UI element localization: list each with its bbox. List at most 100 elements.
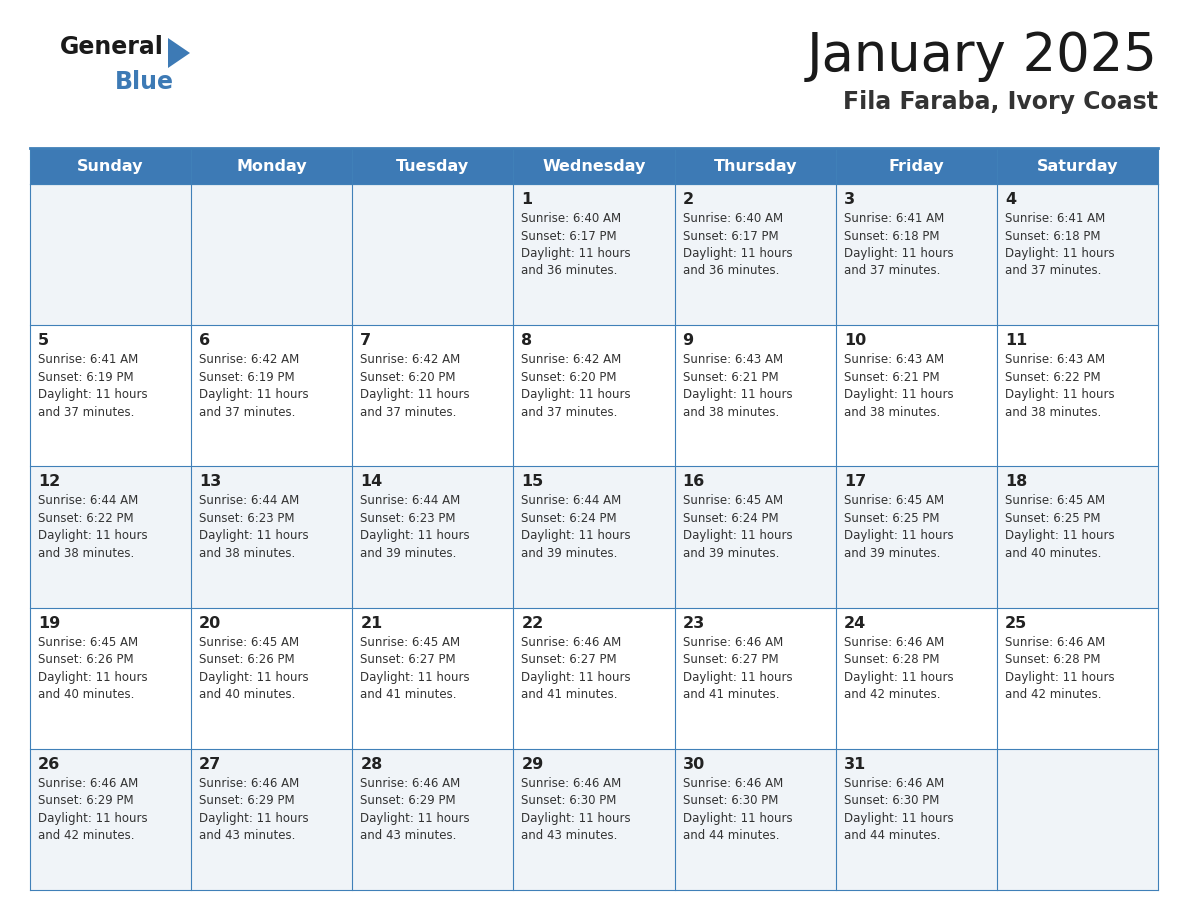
Text: Sunrise: 6:45 AM: Sunrise: 6:45 AM: [38, 635, 138, 649]
Text: Sunset: 6:19 PM: Sunset: 6:19 PM: [38, 371, 133, 384]
Text: Sunset: 6:25 PM: Sunset: 6:25 PM: [843, 512, 940, 525]
Text: Daylight: 11 hours: Daylight: 11 hours: [683, 812, 792, 824]
Text: Sunset: 6:28 PM: Sunset: 6:28 PM: [843, 653, 940, 666]
Text: and 39 minutes.: and 39 minutes.: [843, 547, 940, 560]
Text: Sunrise: 6:45 AM: Sunrise: 6:45 AM: [200, 635, 299, 649]
Text: Sunrise: 6:46 AM: Sunrise: 6:46 AM: [1005, 635, 1105, 649]
Text: Daylight: 11 hours: Daylight: 11 hours: [200, 388, 309, 401]
Text: Fila Faraba, Ivory Coast: Fila Faraba, Ivory Coast: [843, 90, 1158, 114]
Bar: [675, 184, 835, 325]
Bar: [191, 325, 353, 466]
Text: and 37 minutes.: and 37 minutes.: [360, 406, 456, 419]
Bar: [30, 608, 191, 749]
Text: 1: 1: [522, 192, 532, 207]
Text: 7: 7: [360, 333, 372, 348]
Text: and 39 minutes.: and 39 minutes.: [522, 547, 618, 560]
Bar: [835, 325, 997, 466]
Text: 12: 12: [38, 475, 61, 489]
Text: 17: 17: [843, 475, 866, 489]
Text: Sunset: 6:22 PM: Sunset: 6:22 PM: [1005, 371, 1100, 384]
Text: Sunset: 6:20 PM: Sunset: 6:20 PM: [522, 371, 617, 384]
Text: and 38 minutes.: and 38 minutes.: [38, 547, 134, 560]
Text: 30: 30: [683, 756, 704, 772]
Text: Sunday: Sunday: [77, 159, 144, 174]
Bar: [30, 749, 191, 890]
Text: and 40 minutes.: and 40 minutes.: [1005, 547, 1101, 560]
Text: Thursday: Thursday: [713, 159, 797, 174]
Text: and 43 minutes.: and 43 minutes.: [522, 829, 618, 843]
Text: 5: 5: [38, 333, 49, 348]
Bar: [513, 608, 675, 749]
Text: 25: 25: [1005, 616, 1028, 631]
Bar: [835, 184, 997, 325]
Text: 14: 14: [360, 475, 383, 489]
Bar: [675, 325, 835, 466]
Bar: [675, 466, 835, 608]
Text: Sunset: 6:26 PM: Sunset: 6:26 PM: [38, 653, 133, 666]
Text: 4: 4: [1005, 192, 1016, 207]
Text: 19: 19: [38, 616, 61, 631]
Text: Sunset: 6:28 PM: Sunset: 6:28 PM: [1005, 653, 1100, 666]
Text: Sunrise: 6:46 AM: Sunrise: 6:46 AM: [843, 635, 944, 649]
Text: and 44 minutes.: and 44 minutes.: [843, 829, 940, 843]
Text: Monday: Monday: [236, 159, 307, 174]
Bar: [30, 148, 1158, 184]
Text: and 44 minutes.: and 44 minutes.: [683, 829, 779, 843]
Text: Wednesday: Wednesday: [542, 159, 646, 174]
Bar: [835, 608, 997, 749]
Bar: [997, 325, 1158, 466]
Text: Blue: Blue: [115, 70, 173, 94]
Text: Daylight: 11 hours: Daylight: 11 hours: [360, 671, 470, 684]
Text: Sunset: 6:26 PM: Sunset: 6:26 PM: [200, 653, 295, 666]
Text: Sunset: 6:25 PM: Sunset: 6:25 PM: [1005, 512, 1100, 525]
Text: Sunset: 6:21 PM: Sunset: 6:21 PM: [843, 371, 940, 384]
Text: Sunset: 6:18 PM: Sunset: 6:18 PM: [843, 230, 940, 242]
Text: Sunrise: 6:41 AM: Sunrise: 6:41 AM: [38, 353, 138, 366]
Text: Sunset: 6:29 PM: Sunset: 6:29 PM: [360, 794, 456, 807]
Text: and 37 minutes.: and 37 minutes.: [843, 264, 940, 277]
Text: and 38 minutes.: and 38 minutes.: [1005, 406, 1101, 419]
Text: Sunset: 6:22 PM: Sunset: 6:22 PM: [38, 512, 133, 525]
Text: and 39 minutes.: and 39 minutes.: [360, 547, 456, 560]
Text: Sunrise: 6:44 AM: Sunrise: 6:44 AM: [38, 495, 138, 508]
Text: Sunrise: 6:41 AM: Sunrise: 6:41 AM: [1005, 212, 1105, 225]
Text: Tuesday: Tuesday: [397, 159, 469, 174]
Text: General: General: [61, 35, 164, 59]
Text: and 41 minutes.: and 41 minutes.: [360, 688, 456, 701]
Bar: [353, 184, 513, 325]
Text: Sunrise: 6:46 AM: Sunrise: 6:46 AM: [200, 777, 299, 789]
Text: and 38 minutes.: and 38 minutes.: [200, 547, 296, 560]
Text: Daylight: 11 hours: Daylight: 11 hours: [843, 812, 953, 824]
Text: Sunrise: 6:46 AM: Sunrise: 6:46 AM: [360, 777, 461, 789]
Text: 23: 23: [683, 616, 704, 631]
Text: Sunrise: 6:43 AM: Sunrise: 6:43 AM: [1005, 353, 1105, 366]
Text: 31: 31: [843, 756, 866, 772]
Text: 22: 22: [522, 616, 544, 631]
Text: Daylight: 11 hours: Daylight: 11 hours: [38, 812, 147, 824]
Bar: [513, 325, 675, 466]
Text: Sunset: 6:27 PM: Sunset: 6:27 PM: [360, 653, 456, 666]
Text: Daylight: 11 hours: Daylight: 11 hours: [522, 812, 631, 824]
Text: Daylight: 11 hours: Daylight: 11 hours: [360, 530, 470, 543]
Bar: [353, 749, 513, 890]
Bar: [353, 608, 513, 749]
Bar: [353, 466, 513, 608]
Text: 8: 8: [522, 333, 532, 348]
Text: Saturday: Saturday: [1037, 159, 1118, 174]
Text: Daylight: 11 hours: Daylight: 11 hours: [843, 671, 953, 684]
Text: Daylight: 11 hours: Daylight: 11 hours: [843, 247, 953, 260]
Text: and 37 minutes.: and 37 minutes.: [1005, 264, 1101, 277]
Text: Daylight: 11 hours: Daylight: 11 hours: [683, 388, 792, 401]
Text: Sunset: 6:30 PM: Sunset: 6:30 PM: [683, 794, 778, 807]
Bar: [675, 749, 835, 890]
Text: Daylight: 11 hours: Daylight: 11 hours: [1005, 247, 1114, 260]
Text: 10: 10: [843, 333, 866, 348]
Text: and 42 minutes.: and 42 minutes.: [1005, 688, 1101, 701]
Bar: [513, 749, 675, 890]
Text: Daylight: 11 hours: Daylight: 11 hours: [200, 530, 309, 543]
Text: Sunset: 6:21 PM: Sunset: 6:21 PM: [683, 371, 778, 384]
Bar: [997, 608, 1158, 749]
Text: Sunset: 6:30 PM: Sunset: 6:30 PM: [522, 794, 617, 807]
Text: Sunrise: 6:42 AM: Sunrise: 6:42 AM: [522, 353, 621, 366]
Text: Daylight: 11 hours: Daylight: 11 hours: [200, 671, 309, 684]
